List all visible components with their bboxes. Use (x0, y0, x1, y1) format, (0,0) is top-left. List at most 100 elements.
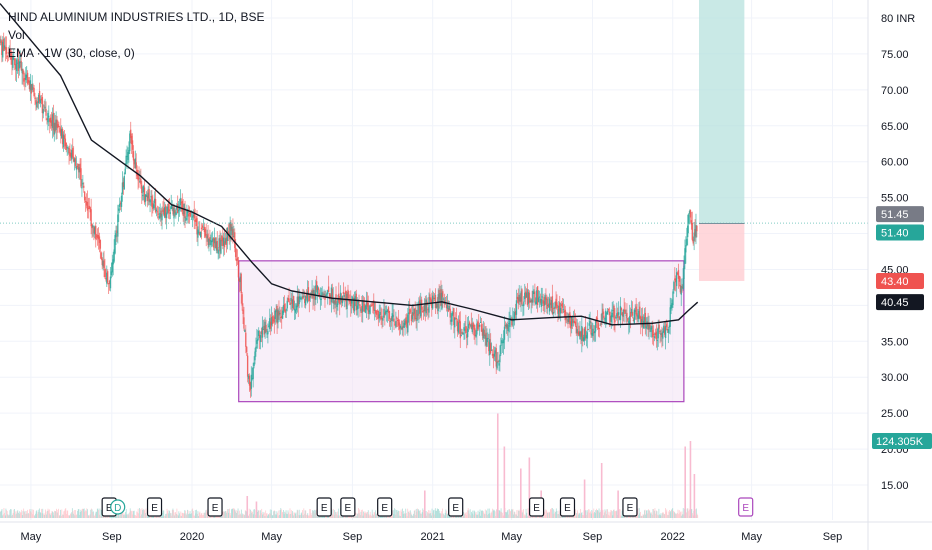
volume-bar (243, 515, 245, 518)
candle-body (201, 225, 204, 228)
volume-bar (605, 510, 607, 518)
earnings-icon[interactable] (316, 497, 332, 517)
candle-body (60, 128, 63, 138)
earnings-icon[interactable] (207, 497, 223, 517)
volume-bar (92, 511, 94, 518)
earnings-icon[interactable] (738, 497, 754, 517)
volume-bar (19, 511, 21, 518)
volume-bar (385, 515, 387, 518)
volume-bar (525, 515, 526, 518)
volume-bar (544, 511, 545, 518)
volume-bar (546, 510, 547, 518)
candle-body (362, 300, 364, 312)
candle-body (54, 122, 56, 132)
dividend-icon[interactable] (110, 499, 126, 515)
volume-bar (183, 513, 185, 518)
earnings-icon[interactable] (377, 497, 393, 517)
candle-body (295, 305, 298, 311)
volume-bar (181, 512, 183, 518)
volume-bar (444, 512, 446, 518)
volume-bar (466, 515, 468, 518)
candle-body (395, 321, 397, 328)
candle-body (297, 296, 299, 307)
volume-bar (696, 513, 698, 518)
volume-bar (303, 508, 305, 518)
volume-bar (192, 508, 194, 518)
volume-bar (169, 511, 171, 518)
event-marker[interactable]: E (528, 497, 545, 517)
volume-bar (174, 512, 176, 518)
volume-bar (477, 510, 479, 518)
candle-body (61, 128, 64, 145)
volume-bar (509, 511, 511, 518)
volume-bar (173, 510, 174, 518)
candle-body (110, 271, 113, 276)
volume-bar (186, 515, 188, 518)
earnings-icon[interactable] (528, 497, 545, 517)
volume-bar (668, 511, 670, 518)
price-tag-ema: 40.45 (876, 294, 924, 311)
volume-bar (0, 510, 2, 518)
earnings-icon[interactable] (448, 497, 464, 517)
volume-bar (281, 509, 282, 518)
earnings-icon[interactable] (146, 497, 163, 517)
candle-body (383, 308, 385, 318)
volume-bar (427, 511, 428, 518)
volume-bar (486, 510, 488, 518)
candle-body (617, 312, 619, 318)
volume-bar (54, 511, 56, 518)
chart-title[interactable]: HIND ALUMINIUM INDUSTRIES LTD., 1D, BSE (8, 10, 265, 24)
volume-bar (84, 511, 86, 518)
volume-bar (459, 515, 461, 518)
candle-body (609, 316, 612, 322)
event-marker[interactable]: D (110, 499, 126, 515)
volume-bar (554, 511, 556, 518)
event-marker[interactable]: E (559, 497, 576, 517)
x-tick-label: 2021 (420, 531, 444, 543)
candle-body (180, 202, 183, 204)
event-marker[interactable]: E (316, 497, 332, 517)
candle-body (33, 87, 35, 97)
candle-body (692, 239, 694, 244)
event-marker[interactable]: E (340, 497, 356, 517)
candle-body (11, 56, 13, 65)
position-zones[interactable] (699, 0, 745, 281)
volume-bar (477, 514, 478, 518)
volume-bar (135, 515, 137, 518)
candle-body (576, 329, 578, 333)
candle-body (478, 325, 480, 327)
candle-body (280, 317, 282, 319)
event-marker[interactable]: E (377, 497, 393, 517)
target-zone[interactable] (699, 0, 745, 224)
event-marker[interactable]: E (738, 497, 754, 517)
stop-zone[interactable] (699, 223, 745, 281)
candle-body (26, 72, 29, 84)
volume-bar (364, 511, 366, 518)
candle-body (355, 293, 357, 311)
event-marker[interactable]: E (448, 497, 464, 517)
candle-body (497, 360, 499, 362)
earnings-icon[interactable] (340, 497, 356, 517)
candle-body (647, 322, 649, 330)
volume-bar (484, 514, 486, 518)
volume-bar (239, 514, 241, 518)
vol-indicator-label[interactable]: Vol (8, 28, 25, 42)
candle-body (655, 331, 658, 340)
candle-body (168, 209, 171, 212)
volume-bar (42, 508, 44, 518)
candle-body (513, 311, 516, 320)
candle-body (188, 213, 190, 217)
volume-bar (636, 515, 637, 518)
candle-body (522, 305, 524, 307)
candle-body (398, 322, 401, 330)
volume-bar (378, 515, 380, 518)
event-marker[interactable]: E (622, 497, 638, 517)
event-marker[interactable]: E (146, 497, 163, 517)
event-marker[interactable]: E (207, 497, 223, 517)
volume-bar (96, 511, 98, 518)
earnings-icon[interactable] (622, 497, 638, 517)
ema-indicator-label[interactable]: EMA · 1W (30, close, 0) (8, 46, 135, 60)
earnings-icon[interactable] (559, 497, 576, 517)
